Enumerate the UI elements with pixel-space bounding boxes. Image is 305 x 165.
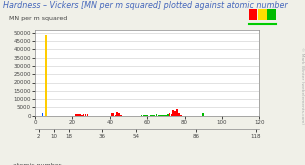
- Bar: [167, 114, 169, 116]
- Bar: [169, 113, 170, 116]
- Bar: [170, 114, 172, 115]
- Text: atomic number: atomic number: [13, 163, 61, 165]
- Bar: [160, 115, 161, 116]
- Bar: [180, 115, 182, 116]
- Bar: [163, 115, 165, 116]
- Bar: [120, 115, 122, 116]
- Bar: [176, 109, 178, 116]
- Bar: [45, 35, 47, 116]
- Bar: [75, 114, 77, 116]
- Bar: [85, 114, 86, 116]
- Bar: [202, 113, 204, 115]
- Bar: [118, 114, 120, 116]
- Bar: [178, 113, 180, 116]
- Bar: [113, 113, 114, 115]
- Bar: [174, 112, 176, 115]
- Text: © Mark Winter (webelements.com): © Mark Winter (webelements.com): [300, 47, 304, 124]
- Bar: [146, 115, 148, 116]
- Bar: [156, 114, 157, 115]
- Bar: [172, 110, 174, 115]
- Bar: [157, 115, 159, 116]
- Text: MN per m squared: MN per m squared: [9, 16, 67, 21]
- Bar: [111, 113, 113, 115]
- Bar: [142, 115, 144, 116]
- Bar: [79, 114, 81, 115]
- Bar: [42, 113, 43, 115]
- Bar: [117, 112, 118, 115]
- Text: Hardness – Vickers [MN per m squared] plotted against atomic number: Hardness – Vickers [MN per m squared] pl…: [3, 1, 288, 10]
